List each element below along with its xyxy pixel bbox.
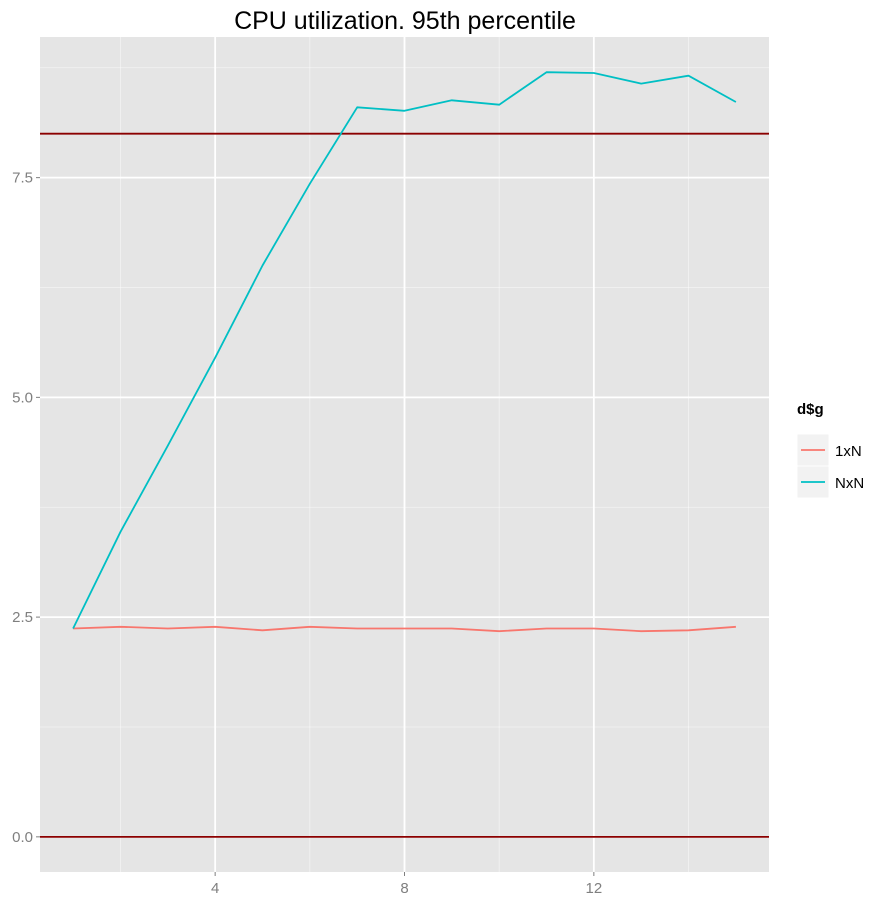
x-tick-label: 4 (211, 880, 219, 897)
reference-lines (40, 132, 769, 838)
x-tick-label: 8 (400, 880, 408, 897)
y-tick-label: 2.5 (12, 609, 33, 626)
legend-title: d$g (797, 401, 824, 418)
series-lines (72, 71, 737, 633)
legend: d$g 1xN NxN (796, 401, 864, 499)
legend-keys: 1xN NxN (796, 433, 864, 499)
series-line-1xn (73, 625, 736, 633)
y-tick-label: 7.5 (12, 170, 33, 187)
legend-label: NxN (835, 475, 864, 492)
x-tick-label: 12 (586, 880, 603, 897)
y-axis: 0.0 2.5 5.0 7.5 (12, 170, 40, 846)
y-tick-label: 5.0 (12, 389, 33, 406)
series-line-nxn (72, 71, 737, 629)
chart-title: CPU utilization. 95th percentile (234, 7, 576, 35)
x-axis: 4 8 12 (211, 872, 602, 897)
legend-label: 1xN (835, 443, 862, 460)
y-tick-label: 0.0 (12, 829, 33, 846)
